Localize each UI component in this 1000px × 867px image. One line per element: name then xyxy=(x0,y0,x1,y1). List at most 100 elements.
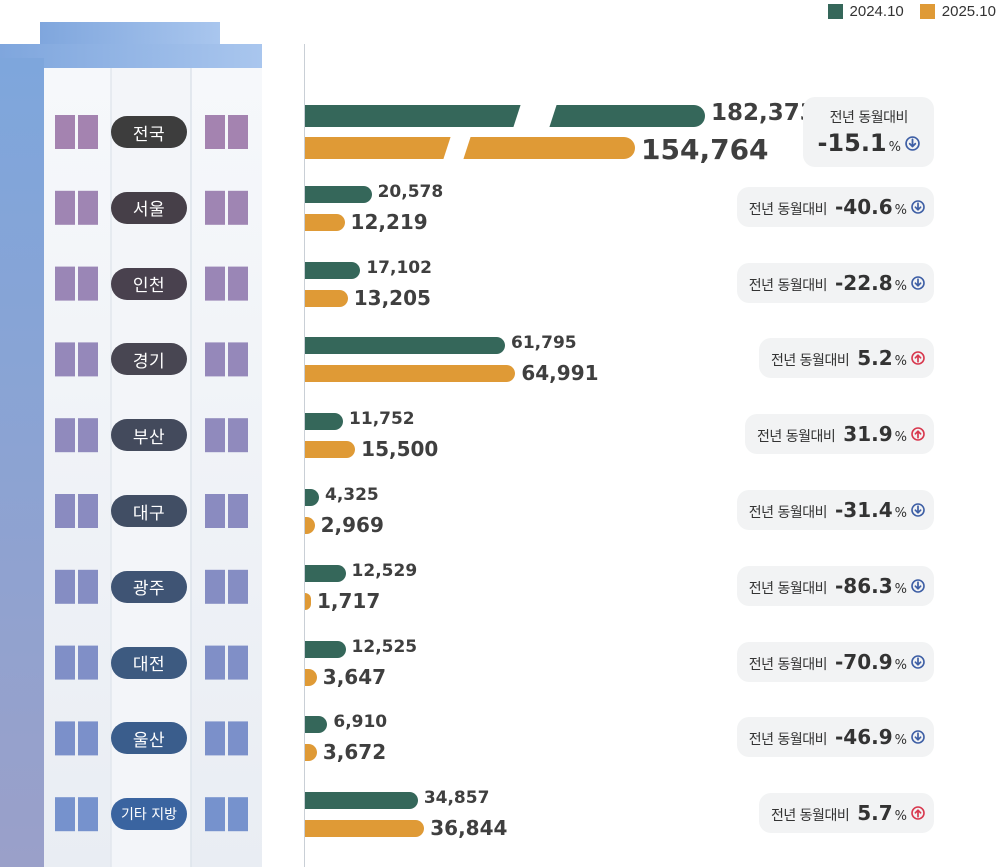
value-label-2025: 1,717 xyxy=(317,588,381,613)
bar-2025 xyxy=(305,592,311,610)
region-label: 광주 xyxy=(111,570,187,603)
yoy-label: 전년 동월대비 xyxy=(770,808,850,825)
bar-2025 xyxy=(305,744,317,762)
bar-2025 xyxy=(305,668,317,686)
yoy-percent-sign: % xyxy=(894,278,907,294)
building-window xyxy=(78,115,98,149)
value-label-2024: 12,529 xyxy=(351,560,418,581)
bar-2025 xyxy=(305,441,356,459)
building-window xyxy=(55,342,75,377)
building-window xyxy=(228,266,248,301)
building-window xyxy=(228,494,248,528)
building-side xyxy=(0,58,44,867)
building-window xyxy=(78,797,98,832)
bar-2024 xyxy=(305,337,505,355)
building-window xyxy=(78,494,98,528)
yoy-badge: 전년 동월대비 -22.8% xyxy=(736,262,934,303)
building-window xyxy=(78,721,98,756)
building-window xyxy=(205,645,225,680)
yoy-badge: 전년 동월대비 -15.1% xyxy=(803,97,934,167)
value-label-2025: 15,500 xyxy=(361,437,439,462)
building-window xyxy=(228,115,248,149)
arrow-down-circle-icon xyxy=(905,135,920,151)
yoy-percent-sign: % xyxy=(894,506,907,521)
bar-2025 xyxy=(305,365,516,383)
building-window xyxy=(55,721,75,756)
building-window xyxy=(205,721,225,756)
bar-2025 xyxy=(305,289,348,307)
bar-2025 xyxy=(305,517,315,534)
yoy-percent-sign: % xyxy=(894,581,907,597)
yoy-label: 전년 동월대비 xyxy=(748,656,828,673)
bar-2024 xyxy=(305,413,344,431)
arrow-down-circle-icon xyxy=(911,199,925,214)
building-window xyxy=(55,115,75,149)
yoy-value: -15.1 xyxy=(817,129,887,157)
yoy-label: 전년 동월대비 xyxy=(829,110,909,126)
arrow-down-circle-icon xyxy=(911,275,925,290)
building-window xyxy=(55,190,75,225)
building-window xyxy=(205,569,225,604)
yoy-value: 31.9 xyxy=(843,422,893,447)
building-window xyxy=(78,342,98,377)
yoy-percent-sign: % xyxy=(894,809,907,825)
building-window xyxy=(205,342,225,377)
yoy-value: -46.9 xyxy=(834,725,893,750)
building-roof-top xyxy=(40,22,220,44)
yoy-badge: 전년 동월대비 5.2% xyxy=(758,338,934,379)
building-window xyxy=(78,190,98,225)
building-window xyxy=(55,266,75,301)
bar-2024 xyxy=(305,489,319,506)
building-window xyxy=(78,266,98,301)
building-window xyxy=(205,418,225,453)
yoy-label: 전년 동월대비 xyxy=(770,353,850,370)
building-window xyxy=(205,494,225,528)
value-label-2025: 36,844 xyxy=(430,816,508,841)
value-label-2024: 20,578 xyxy=(377,181,444,202)
bar-2024 xyxy=(305,185,372,203)
building-window xyxy=(78,569,98,604)
building-window xyxy=(228,190,248,225)
region-label: 부산 xyxy=(111,419,187,452)
value-label-2025: 3,672 xyxy=(322,740,387,765)
yoy-value: 5.7 xyxy=(857,801,893,826)
yoy-percent-sign: % xyxy=(894,733,907,749)
bar-2025 xyxy=(305,213,345,231)
yoy-percent-sign: % xyxy=(894,430,907,446)
value-label-2025: 12,219 xyxy=(350,209,428,234)
yoy-label: 전년 동월대비 xyxy=(748,277,828,294)
yoy-label: 전년 동월대비 xyxy=(748,732,828,749)
building-window xyxy=(205,797,225,832)
yoy-badge: 전년 동월대비 -40.6% xyxy=(736,186,934,227)
building-window xyxy=(228,418,248,453)
bar-2024 xyxy=(305,792,418,810)
yoy-badge: 전년 동월대비 -70.9% xyxy=(736,641,934,682)
yoy-label: 전년 동월대비 xyxy=(748,580,828,597)
building-window xyxy=(228,721,248,756)
yoy-value: -31.4 xyxy=(834,498,893,522)
yoy-label: 전년 동월대비 xyxy=(748,201,828,218)
bar-2025 xyxy=(305,137,635,159)
yoy-value: -86.3 xyxy=(834,573,893,598)
arrow-up-circle-icon xyxy=(911,806,925,820)
yoy-label: 전년 동월대비 xyxy=(757,429,836,446)
legend-item-2024: 2024.10 xyxy=(827,3,904,20)
yoy-value-row: -15.1% xyxy=(817,129,920,157)
yoy-label: 전년 동월대비 xyxy=(748,505,828,521)
yoy-value: -70.9 xyxy=(834,649,893,674)
region-label: 기타 지방 xyxy=(111,798,187,831)
bar-2024 xyxy=(305,105,705,127)
region-label: 인천 xyxy=(111,267,187,300)
building-window xyxy=(55,494,75,528)
yoy-value: -40.6 xyxy=(834,194,893,219)
building-window xyxy=(55,569,75,604)
yoy-badge: 전년 동월대비 -86.3% xyxy=(736,565,934,606)
arrow-down-circle-icon xyxy=(911,654,925,669)
yoy-badge: 전년 동월대비 5.7% xyxy=(758,793,934,834)
arrow-down-circle-icon xyxy=(911,503,925,517)
building-window xyxy=(228,645,248,680)
legend-swatch-2025 xyxy=(919,3,935,19)
region-label: 대구 xyxy=(111,495,187,527)
value-label-2024: 6,910 xyxy=(333,712,388,733)
building-window xyxy=(228,569,248,604)
